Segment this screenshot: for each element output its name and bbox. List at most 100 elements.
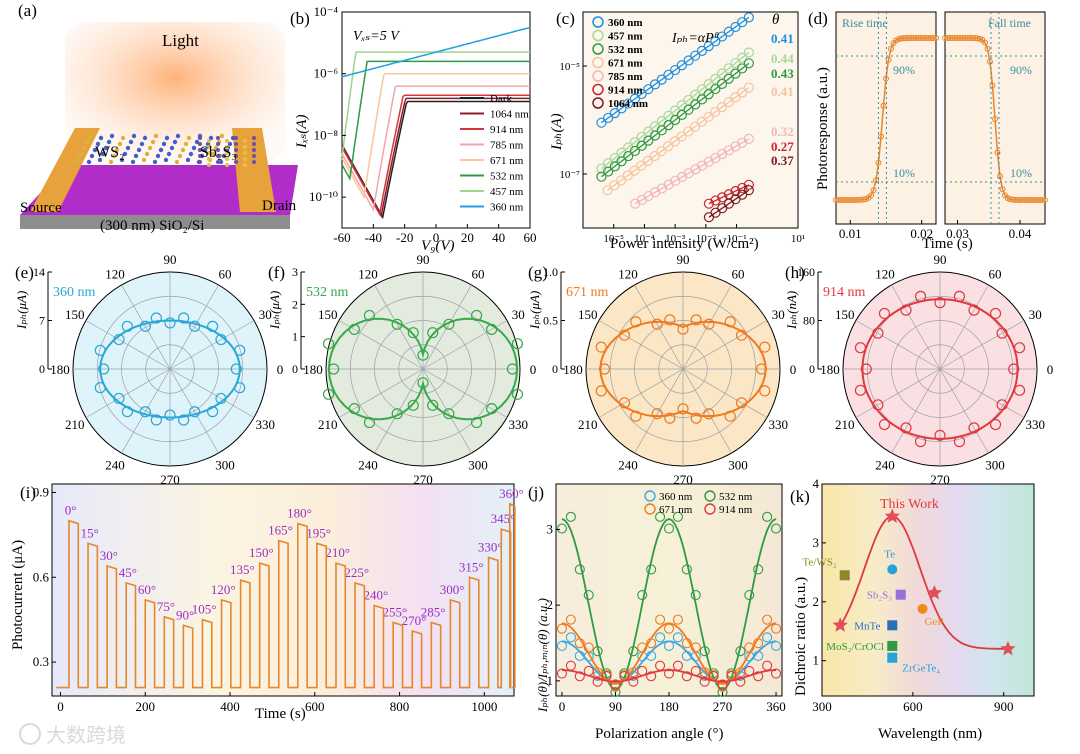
legend-marker-c [592,97,604,109]
data-point [716,78,728,90]
angle-tick-label: 240 [105,457,125,472]
sb2s3-atom [252,136,256,140]
polar-point [189,406,201,418]
data-point [683,104,694,115]
sb2s3-atom [216,136,220,140]
fit-line [601,51,750,170]
sb2s3-atom [207,145,211,149]
legend-label-c: 914 nm [608,85,643,97]
ws2-atom [166,151,172,157]
xtick-label-b: 40 [492,230,505,245]
transfer-curves [341,26,531,220]
data-point [703,111,714,123]
panel-label-h: (h) [785,263,805,282]
ws2-atom [87,133,93,139]
xtick-label-k: 900 [994,699,1014,714]
drain-label: Drain [262,198,297,214]
polar-point [427,399,439,411]
ws2-atom [144,151,150,157]
panel-label-c: (c) [556,9,575,28]
ratio-fit [561,622,777,685]
data-point [602,185,613,196]
angle-tick-label: 150 [318,307,338,322]
angle-tick-label: 120 [618,267,638,282]
data-point [629,93,641,104]
angle-tick-label: 210 [65,417,85,432]
this-work-star [884,508,900,523]
polar-fit [861,298,1019,440]
legend-label-j: 671 nm [659,504,693,516]
reference-marker [895,589,906,600]
polar-point [417,377,429,389]
ratio-point [574,671,585,682]
theta-value: 0.41 [771,84,794,99]
polar-spoke [374,284,424,370]
ratio-point [699,676,710,687]
radial-tick-label: 0 [809,362,815,376]
response-point [997,173,1003,180]
sb2s3-atom [225,157,229,161]
xtick-label-c: 10⁻⁵ [603,233,624,245]
reference-marker [839,570,850,581]
fit-line [708,184,750,205]
polar-point [968,422,980,434]
reference-marker [887,620,898,631]
angle-tick-label: 180 [50,362,70,377]
data-point [609,180,620,191]
data-point [690,50,701,61]
polar-point [703,408,715,420]
polar-spoke [634,284,684,370]
sb2s3-atom [234,160,238,164]
angle-label: 360° [499,486,524,501]
angle-tick-label: 210 [835,417,855,432]
curve-785nm [341,85,530,212]
data-point [663,120,674,131]
xtick-label-c: 10¹ [791,233,805,245]
ratio-point [565,632,576,643]
xtick-label-b: 60 [524,230,537,245]
polar-point [968,304,980,316]
sb2s3-atom [243,163,247,167]
xtick-label-b: -20 [396,230,413,245]
response-point [982,39,988,46]
legend-marker-j [704,503,716,515]
fall-label: Fall time [988,16,1031,30]
panel-label-i: (i) [20,483,36,502]
ratio-point [681,671,692,682]
polar-point [878,418,891,431]
ratio-point [655,511,666,522]
response-point [880,102,887,109]
data-point [723,73,734,84]
ws2-atom [230,135,236,141]
data-point [737,87,748,98]
angle-label: 240° [363,588,388,603]
data-point [716,102,728,113]
polar-spoke [85,368,171,418]
response-point [984,45,991,52]
xtick-label-j: 360 [766,699,786,714]
ytick-label-j: 3 [547,521,554,536]
legend-b: Dark 1064 nm 914 nm 785 nm 671 nm 532 nm 457 n… [460,93,529,214]
ws2-atom [117,141,123,147]
response-point [930,35,937,42]
curve-360nm [341,26,531,78]
data-point [710,106,721,118]
angle-tick-label: 60 [732,267,745,282]
ytick-label-b: 10⁻⁸ [314,127,339,142]
ytick-label-j: 2 [547,597,554,612]
polar-spoke [855,368,941,418]
polar-spoke [855,320,941,370]
radial-tick-label: 160 [797,265,815,279]
ylabel-f: Iₚₕ(μA) [267,291,282,330]
theta-value: 0.44 [771,51,794,66]
ratio-point [672,632,683,643]
substrate-side [20,215,290,229]
angle-label: 210° [325,545,350,560]
polar-point [407,399,419,411]
angle-label: 60° [138,582,156,597]
polar-point [150,414,162,426]
polar-point [989,307,1002,320]
data-point [716,68,728,79]
theta-value: 0.43 [771,66,794,81]
